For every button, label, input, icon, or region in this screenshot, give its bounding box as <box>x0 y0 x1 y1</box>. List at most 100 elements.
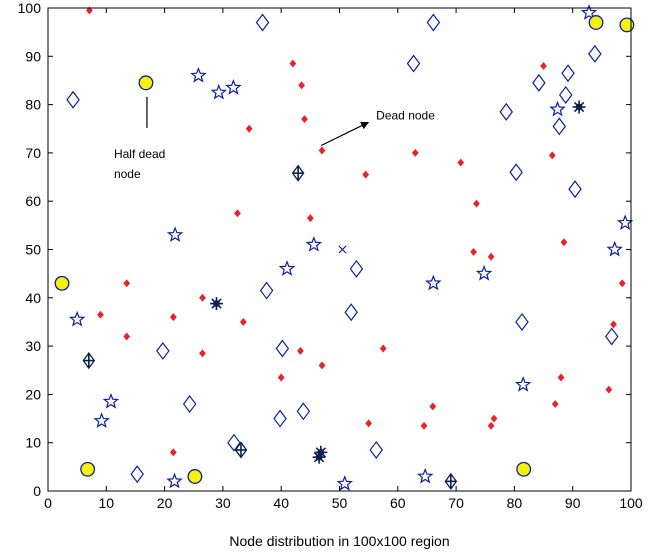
x-tick-label: 50 <box>332 495 348 511</box>
point-diamond-open <box>561 64 575 83</box>
series-star-open <box>68 4 634 491</box>
point-diamond-open <box>66 90 80 109</box>
x-tick-label: 40 <box>273 495 289 511</box>
point-diamond-filled <box>379 344 387 353</box>
point-star-open <box>606 240 623 257</box>
point-diamond-open <box>275 339 290 358</box>
point-circle-yellow <box>619 17 635 33</box>
axes: 0 10 20 30 40 50 60 70 80 90 100 0 10 20 30 40 50 60 70 80 9… <box>18 0 643 511</box>
point-diamond-filled <box>540 61 547 70</box>
point-star-open <box>475 264 493 281</box>
point-diamond-filled <box>169 448 177 457</box>
point-diamond-filled <box>234 209 241 218</box>
point-diamond-filled <box>470 247 477 256</box>
series-x <box>338 245 347 254</box>
point-diamond-filled <box>306 214 314 223</box>
point-diamond-filled <box>123 279 131 288</box>
point-diamond-filled <box>420 421 428 430</box>
x-tick-label: 20 <box>157 495 173 511</box>
point-diamond-filled <box>199 293 206 302</box>
point-star-open <box>305 236 323 252</box>
x-tick-label: 90 <box>565 495 581 511</box>
half-dead-annotation: Half dead <box>114 147 165 161</box>
point-diamond-filled <box>199 349 206 358</box>
point-diamond-open <box>369 440 383 459</box>
point-diamond-open <box>558 85 573 104</box>
y-tick-label: 30 <box>25 338 41 354</box>
point-diamond-filled <box>318 146 326 155</box>
point-diamond-open <box>259 281 274 300</box>
y-tick-label: 80 <box>25 97 41 113</box>
point-diamond-filled <box>457 158 465 167</box>
point-diamond-filled <box>362 170 370 179</box>
point-star-open <box>210 83 228 100</box>
point-circle-yellow <box>138 75 154 91</box>
point-diamond-open <box>509 163 523 182</box>
dead-node-annotation: Dead node <box>376 108 435 122</box>
series-diamond-filled <box>85 6 626 457</box>
point-diamond-filled <box>298 81 306 90</box>
point-star-open <box>102 392 120 409</box>
x-tick-label: 60 <box>390 495 406 511</box>
point-asterisk <box>572 100 586 114</box>
x-tick-label: 0 <box>44 495 52 511</box>
point-star-open <box>416 467 434 484</box>
point-diamond-filled <box>289 59 297 68</box>
point-star-open <box>549 100 566 117</box>
point-diamond-open <box>273 409 287 428</box>
point-diamond-open <box>296 402 311 421</box>
y-tick-label: 10 <box>25 435 41 451</box>
point-diamond-filled <box>610 320 617 329</box>
point-diamond-open <box>227 433 241 452</box>
point-asterisk <box>209 297 223 311</box>
dead-node-arrow <box>320 121 370 147</box>
point-diamond-filled <box>551 400 559 409</box>
x-axis-label: Node distribution in 100x100 region <box>229 533 449 549</box>
point-diamond-filled <box>318 361 326 370</box>
point-circle-yellow <box>187 469 203 484</box>
point-diamond-filled <box>123 332 131 341</box>
y-tick-label: 40 <box>25 290 41 306</box>
point-diamond-filled <box>490 414 498 423</box>
y-tick-label: 60 <box>25 193 41 209</box>
point-star-open <box>225 79 242 95</box>
point-diamond-open <box>349 259 364 278</box>
point-star-open <box>580 4 598 20</box>
annotations: Half dead node Dead node <box>114 96 435 181</box>
point-diamond-open <box>426 13 441 32</box>
point-asterisk <box>312 450 326 464</box>
point-star-open <box>190 66 207 83</box>
y-tick-label: 90 <box>25 48 41 64</box>
point-diamond-open <box>588 44 602 63</box>
point-diamond-filled <box>487 252 495 261</box>
data-marks <box>54 4 635 491</box>
point-star-open <box>514 376 532 392</box>
x-tick-label: 80 <box>507 495 523 511</box>
point-diamond-filled <box>297 346 304 355</box>
point-star-open <box>336 475 353 491</box>
point-diamond-filled <box>169 313 177 322</box>
point-circle-yellow <box>80 461 96 477</box>
point-diamond-filled <box>487 421 495 430</box>
y-tick-label: 50 <box>25 242 41 258</box>
point-diamond-filled <box>245 124 253 133</box>
point-diamond-filled <box>97 310 104 319</box>
point-star-open <box>616 214 634 230</box>
point-diamond-filled <box>429 402 437 411</box>
point-diamond-open <box>130 465 144 484</box>
point-diamond-filled <box>618 279 626 288</box>
point-diamond-open <box>552 117 567 136</box>
y-tick-label: 100 <box>18 0 42 16</box>
point-diamond-filled <box>473 199 480 208</box>
point-diamond-filled <box>605 385 613 394</box>
point-circle-yellow <box>54 275 70 291</box>
half-dead-annotation: node <box>114 167 141 181</box>
point-circle-yellow <box>516 461 532 477</box>
point-diamond-open <box>605 327 619 346</box>
point-diamond-open <box>344 303 358 322</box>
point-diamond-open <box>568 180 582 199</box>
point-plus-diamond <box>234 441 248 459</box>
point-star-open <box>93 412 110 428</box>
point-diamond-open <box>156 341 170 360</box>
